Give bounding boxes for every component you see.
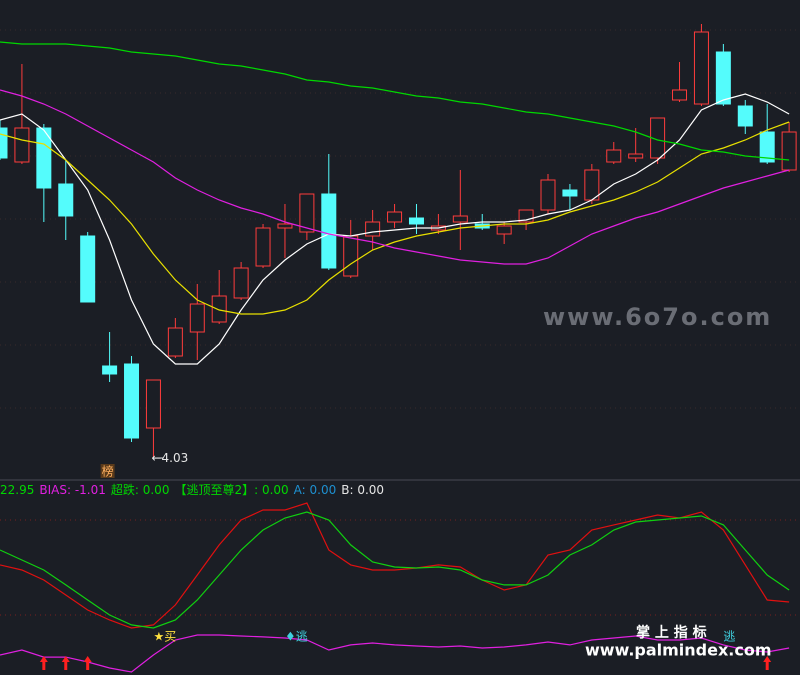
candle-body <box>715 51 731 105</box>
readout-item: 22.95 <box>0 483 34 497</box>
watermark: www.6o7o.com <box>543 303 772 331</box>
candle-body <box>759 131 775 163</box>
candle-body <box>233 267 249 299</box>
candle-body <box>496 225 512 235</box>
candle-body <box>124 363 140 439</box>
candle-body <box>0 127 8 159</box>
candle-body <box>737 105 753 127</box>
candle-body <box>562 189 578 197</box>
readout-item: 【逃顶至尊2】: 0.00 <box>174 482 288 497</box>
signal-label: ♦逃 <box>285 630 308 644</box>
candle-body <box>693 31 709 105</box>
line <box>0 502 790 629</box>
tag-box <box>100 464 115 478</box>
low-arrow: ← <box>151 451 161 465</box>
candle-body <box>628 153 644 159</box>
line <box>0 41 790 161</box>
candle-body <box>58 183 74 217</box>
readout: 22.95 BIAS: -1.01 超跌: 0.00 【逃顶至尊2】: 0.00 A: … <box>0 482 384 497</box>
low-label: ←4.03 <box>151 451 188 465</box>
candle-body <box>211 295 227 323</box>
candle-body <box>584 169 600 201</box>
readout-item: A: 0.00 <box>294 483 337 497</box>
candle-body <box>606 149 622 163</box>
candle-body <box>452 215 468 223</box>
candle-body <box>343 235 359 277</box>
line <box>0 89 790 265</box>
candle-body <box>80 235 96 303</box>
tag: 榜 <box>102 464 114 479</box>
readout-item: B: 0.00 <box>341 483 384 497</box>
candle-body <box>408 217 424 225</box>
brand: 掌 上 指 标 <box>636 624 707 641</box>
signal-label: ★买 <box>153 630 176 644</box>
buy-arrow <box>83 656 92 670</box>
candle-body <box>321 193 337 269</box>
readout-item: 超跌: 0.00 <box>111 482 170 497</box>
line <box>0 121 790 315</box>
candle-body <box>277 223 293 229</box>
plot: ←4.03 榜 22.95 BIAS: -1.01 超跌: 0.00 【逃顶至尊2】: 0… <box>0 24 797 673</box>
candle-body <box>672 89 688 101</box>
buy-arrow <box>763 656 772 670</box>
line <box>0 511 790 629</box>
signal-label: 逃 <box>723 630 735 644</box>
buy-arrow <box>61 656 70 670</box>
buy-arrow <box>39 656 48 670</box>
low-value: 4.03 <box>162 451 189 465</box>
candle-body <box>14 127 30 163</box>
candle-body <box>387 211 403 223</box>
candle-body <box>365 221 381 237</box>
candle-body <box>255 227 271 267</box>
candle-body <box>145 379 161 429</box>
candle-body <box>189 303 205 333</box>
readout-item: BIAS: -1.01 <box>39 483 106 497</box>
line <box>0 634 790 673</box>
candle-body <box>781 131 797 171</box>
candle-body <box>540 179 556 211</box>
candle-body <box>299 193 315 233</box>
line <box>0 93 790 365</box>
watermark: www.palmindex.com <box>585 641 772 660</box>
candle-body <box>167 327 183 357</box>
candle-body <box>102 365 118 375</box>
